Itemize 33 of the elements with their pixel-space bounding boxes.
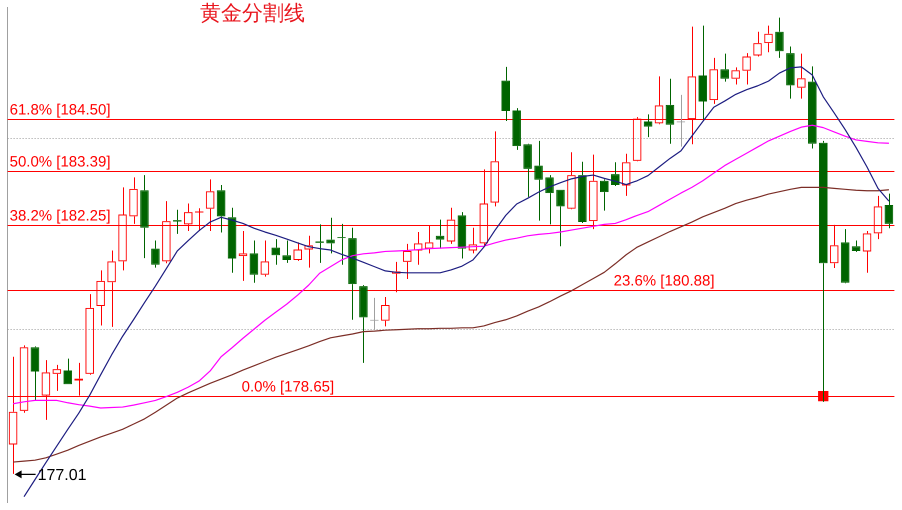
candlestick [348,227,357,320]
candlestick [228,207,236,274]
chart-title: 黄金分割线 [200,0,305,26]
candlestick [359,284,368,364]
candlestick [884,193,894,229]
candlestick [512,108,521,150]
candlestick [501,66,510,122]
candlestick [808,66,817,149]
candlestick [534,140,543,222]
ref-line-label: 61.8% [184.50] [10,102,111,118]
ref-line-label: 0.0% [178.65] [242,378,334,396]
candlestick [786,46,795,100]
candlestick [775,17,784,58]
candlestick [698,25,708,120]
candlestick [523,144,532,198]
candlestick [578,161,587,224]
candlestick [216,184,226,233]
candlestick [250,240,258,284]
candlestick [140,174,149,259]
ref-line-label: 23.6% [180.88] [614,272,715,290]
candlestick [30,346,40,401]
ref-line-label: 38.2% [182.25] [10,208,111,224]
candlestick [840,228,850,283]
candlestick [151,240,160,268]
candlestick [556,190,565,247]
annotation: 177.01 [38,466,87,484]
candlestick [282,240,292,264]
candlestick [458,212,466,260]
candlestick [326,217,335,254]
candlestick [644,114,652,138]
candlestick [852,240,860,252]
candlestick [666,78,674,144]
ref-line-label: 50.0% [183.39] [10,154,111,170]
